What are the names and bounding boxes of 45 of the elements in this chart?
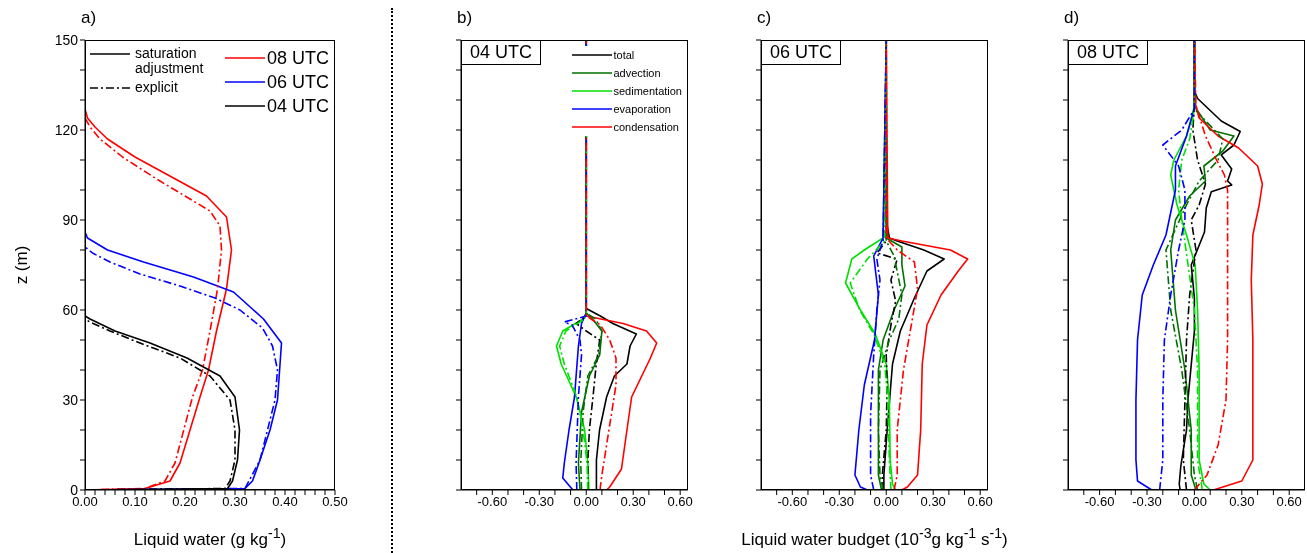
legend-label: 08 UTC xyxy=(266,47,329,70)
x-tick-label: -0.30 xyxy=(1132,494,1162,510)
y-tick-label: 150 xyxy=(54,31,79,48)
annotation: saturation adjustment xyxy=(135,45,205,76)
legend-label: condensation xyxy=(613,120,679,135)
annotation: explicit xyxy=(135,79,179,95)
chart-title: a) xyxy=(81,8,97,28)
x-tick-label: 0.30 xyxy=(1229,494,1255,510)
annotation: 04 UTC xyxy=(461,40,542,65)
legend-label: 06 UTC xyxy=(266,71,329,94)
y-tick-label: 90 xyxy=(62,211,79,228)
y-tick-label: 30 xyxy=(62,391,79,408)
legend-label: evaporation xyxy=(613,102,671,117)
x-axis-title: Liquid water (g kg$^{-1}$) xyxy=(132,525,288,550)
legend-label: total xyxy=(613,48,635,63)
x-tick-label: 0.40 xyxy=(272,494,298,510)
y-axis-title: z (m) xyxy=(12,245,32,285)
x-tick-label: 0.60 xyxy=(667,494,693,510)
annotation: 08 UTC xyxy=(1068,40,1149,65)
x-tick-label: 0.60 xyxy=(1276,494,1302,510)
x-tick-label: 0.10 xyxy=(122,494,148,510)
x-tick-label: 0.50 xyxy=(322,494,348,510)
x-tick-label: -0.30 xyxy=(524,494,555,510)
chart-title: c) xyxy=(757,8,772,28)
x-axis-title: Liquid water budget (10$^{-3}$g kg$^{-1}$ s$^{-1}$) xyxy=(740,525,1009,550)
x-tick-label: 0.30 xyxy=(222,494,248,510)
chart-title: d) xyxy=(1064,8,1080,28)
chart-title: b) xyxy=(457,8,473,28)
x-tick-label: -0.60 xyxy=(1084,494,1115,510)
x-tick-label: 0.00 xyxy=(573,494,599,510)
legend-label: advection xyxy=(613,66,661,81)
x-tick-label: 0.60 xyxy=(967,494,993,510)
x-tick-label: 0.20 xyxy=(172,494,198,510)
x-tick-label: 0.30 xyxy=(920,494,946,510)
y-tick-label: 60 xyxy=(62,301,79,318)
x-tick-label: 0.00 xyxy=(873,494,899,510)
x-tick-label: 0.30 xyxy=(620,494,646,510)
x-tick-label: 0.00 xyxy=(1181,494,1208,510)
x-tick-label: -0.60 xyxy=(477,494,508,510)
x-tick-label: -0.60 xyxy=(777,494,808,510)
annotation: 06 UTC xyxy=(761,40,842,65)
legend-label: 04 UTC xyxy=(266,95,329,118)
legend-label: sedimentation xyxy=(613,84,682,99)
x-tick-label: -0.30 xyxy=(824,494,855,510)
y-tick-label: 120 xyxy=(54,121,79,138)
